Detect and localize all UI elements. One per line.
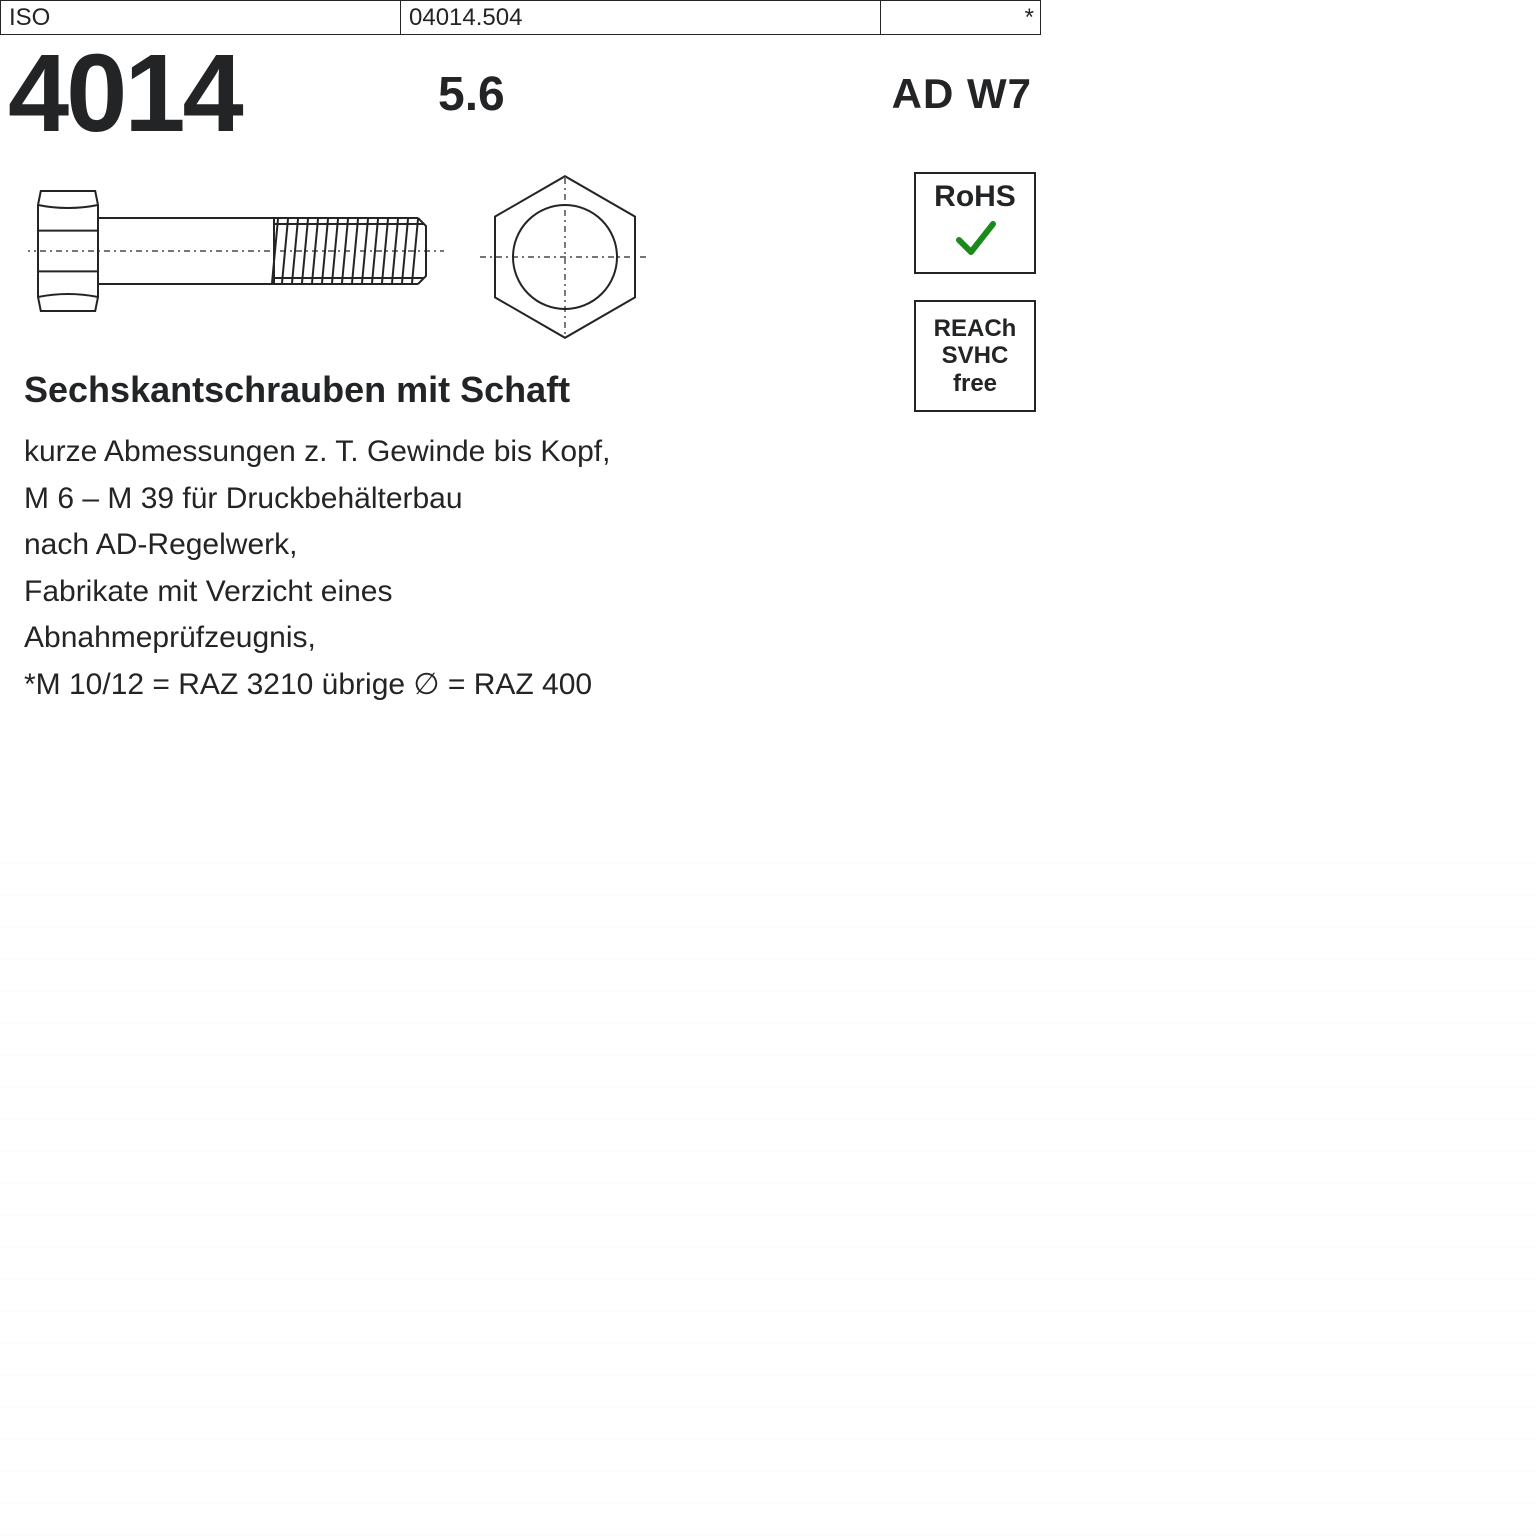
- desc-line: M 6 – M 39 für Druckbehälterbau: [24, 476, 804, 523]
- reach-line1: REACh: [916, 315, 1034, 343]
- hdr-cell-iso: ISO: [1, 1, 401, 35]
- technical-drawing: [0, 161, 1040, 351]
- hdr-cell-star: *: [881, 1, 1041, 35]
- ad-w7-label: AD W7: [888, 70, 1032, 118]
- desc-line: Fabrikate mit Verzicht eines: [24, 569, 804, 616]
- reach-line2: SVHC: [916, 342, 1034, 370]
- desc-line: nach AD-Regelwerk,: [24, 522, 804, 569]
- checkmark-icon: [953, 216, 997, 260]
- bolt-side-view-icon: [28, 171, 448, 331]
- rohs-label: RoHS: [934, 180, 1016, 213]
- lower-empty-region: [0, 860, 1536, 1536]
- standard-number: 4014: [8, 39, 408, 149]
- product-title: Sechskantschrauben mit Schaft: [24, 369, 1040, 411]
- desc-line: *M 10/12 = RAZ 3210 übrige ∅ = RAZ 400: [24, 662, 804, 709]
- desc-line: Abnahmeprüfzeugnis,: [24, 615, 804, 662]
- rohs-badge: RoHS: [914, 172, 1036, 274]
- property-class: 5.6: [408, 67, 888, 122]
- product-description: kurze Abmessungen z. T. Gewinde bis Kopf…: [24, 429, 804, 708]
- hex-head-front-view-icon: [470, 169, 660, 349]
- hdr-cell-code: 04014.504: [401, 1, 881, 35]
- reach-line3: free: [916, 370, 1034, 398]
- reach-badge: REACh SVHC free: [914, 300, 1036, 412]
- header-table: ISO 04014.504 *: [0, 0, 1041, 35]
- desc-line: kurze Abmessungen z. T. Gewinde bis Kopf…: [24, 429, 804, 476]
- header-big-row: 4014 5.6 AD W7: [0, 35, 1040, 151]
